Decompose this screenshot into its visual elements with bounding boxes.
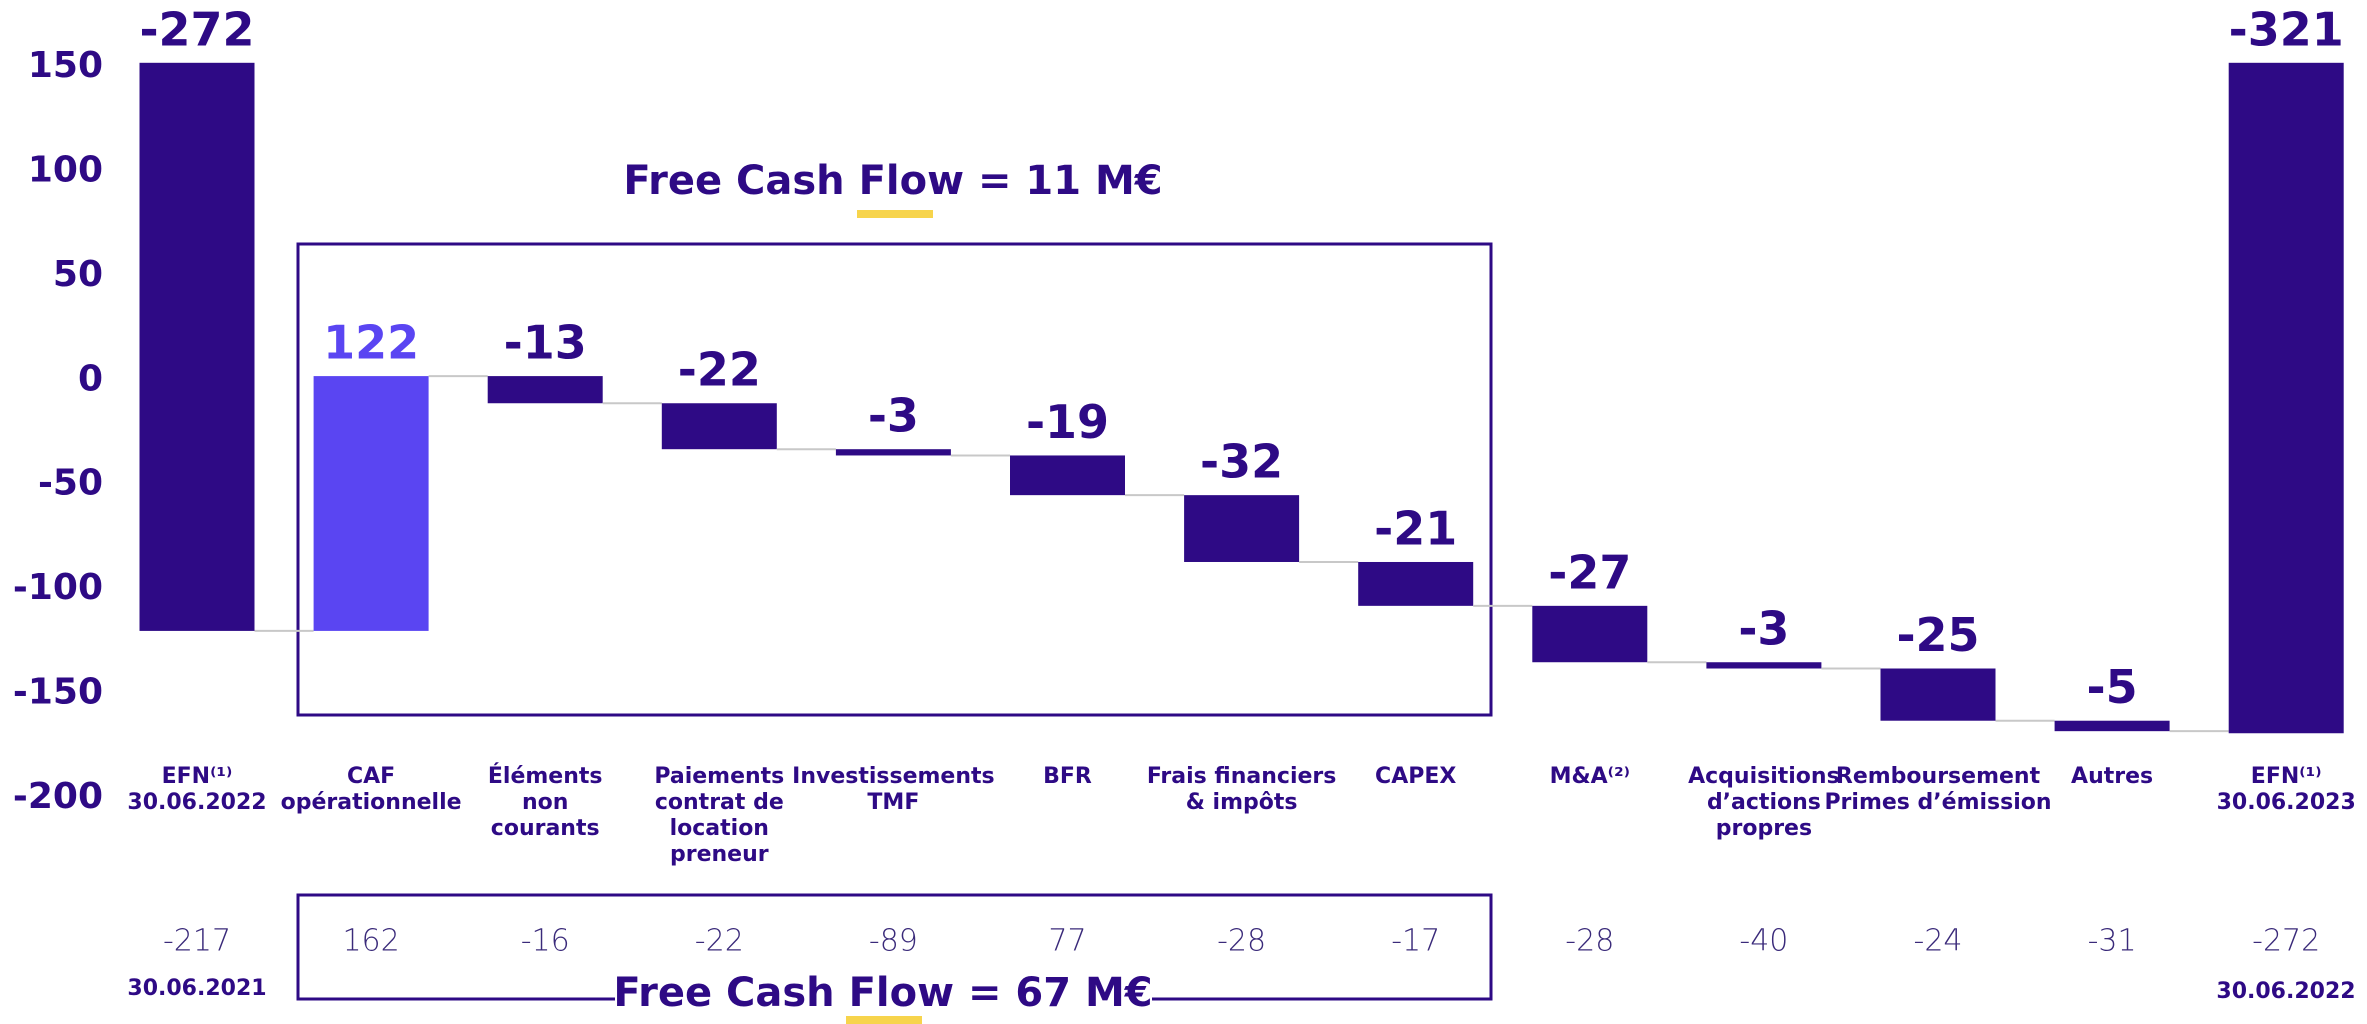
value-label: -5 [2087, 660, 2138, 714]
value-label: -321 [2229, 2, 2344, 56]
value-label: 122 [323, 316, 419, 370]
x-tick-line: opérationnelle [281, 790, 462, 815]
y-tick-label: -200 [13, 776, 103, 817]
x-tick-line: propres [1716, 816, 1812, 841]
x-tick-line: Éléments [488, 763, 603, 789]
x-tick-line: non [522, 790, 568, 815]
value-label: -21 [1374, 501, 1457, 555]
y-tick-label: -50 [38, 463, 103, 504]
x-tick-line: preneur [670, 842, 769, 867]
annotation: Free Cash Flow = 11 M€ [623, 158, 1162, 204]
x-tick-line: CAPEX [1375, 764, 1456, 789]
underline [846, 1016, 922, 1024]
x-tick-line: Primes d’émission [1824, 790, 2051, 815]
x-tick-line: M&A⁽²⁾ [1550, 764, 1630, 789]
x-tick-label: BFR [1043, 764, 1092, 789]
x-tick-label: M&A⁽²⁾ [1550, 764, 1630, 789]
comparison-value: -24 [1914, 924, 1963, 959]
value-label: -3 [1738, 602, 1789, 656]
comparison-value: 162 [342, 924, 399, 959]
value-label: -13 [504, 316, 587, 370]
x-tick-line: courants [491, 816, 600, 841]
bar [1010, 455, 1125, 496]
comparison-value: -16 [521, 924, 570, 959]
value-label: -3 [868, 389, 919, 443]
x-tick-line: 30.06.2023 [2217, 790, 2356, 815]
y-tick-label: 50 [53, 254, 103, 295]
y-tick-label: -150 [13, 672, 103, 713]
x-tick-line: CAF [347, 764, 395, 789]
bar [1880, 668, 1996, 721]
x-tick-label: Éléments non courants [488, 763, 603, 841]
value-label: -25 [1896, 608, 1979, 662]
value-label: -32 [1200, 435, 1283, 489]
comparison-value: -89 [869, 924, 918, 959]
x-tick-line: Acquisitions [1688, 764, 1840, 789]
comparison-value: -28 [1565, 924, 1614, 959]
x-tick-label: Autres [2071, 764, 2153, 789]
y-tick-label: 0 [78, 358, 103, 399]
x-tick-label: Paiements contrat de location preneur [654, 764, 784, 867]
bar [313, 376, 429, 631]
bar [1358, 561, 1474, 606]
bar [835, 449, 951, 456]
annotation: Free Cash Flow = 67 M€ [613, 970, 1152, 1016]
bar [2054, 720, 2170, 732]
fcf-box [296, 242, 1493, 717]
x-tick-label: CAPEX [1375, 764, 1456, 789]
x-tick-line: Autres [2071, 764, 2153, 789]
bar [2228, 62, 2344, 734]
value-label: -19 [1026, 395, 1109, 449]
bar [1532, 605, 1648, 663]
x-tick-label: Remboursement Primes d’émission [1824, 764, 2051, 815]
bar [1184, 495, 1300, 562]
bar [1706, 662, 1822, 669]
comparison-value: 77 [1048, 924, 1086, 959]
y-tick-label: -100 [13, 567, 103, 608]
x-tick-line: BFR [1043, 764, 1092, 789]
x-tick-label: EFN⁽¹⁾ 30.06.2022 [127, 764, 266, 815]
x-tick-line: TMF [867, 790, 919, 815]
comparison-value: -22 [695, 924, 744, 959]
label-bg [615, 975, 1152, 1015]
x-tick-line: EFN⁽¹⁾ [2251, 764, 2322, 789]
x-tick-line: Paiements [654, 764, 784, 789]
comparison-value: -17 [1391, 924, 1440, 959]
y-tick-label: 100 [28, 149, 103, 190]
x-tick-line: Investissements [792, 764, 995, 789]
date-label: 30.06.2022 [2216, 979, 2355, 1004]
x-tick-label: Investissements TMF [792, 764, 995, 815]
bar [487, 376, 603, 404]
x-tick-label: EFN⁽¹⁾ 30.06.2023 [2217, 764, 2356, 815]
comparison-value: -217 [163, 924, 231, 959]
y-tick-label: 150 [28, 45, 103, 86]
date-label: 30.06.2021 [127, 976, 266, 1001]
underline [857, 210, 933, 218]
x-tick-label: Frais financiers & impôts [1147, 764, 1337, 815]
bar [139, 62, 255, 631]
x-tick-line: 30.06.2022 [127, 790, 266, 815]
x-tick-line: location [670, 816, 769, 841]
x-tick-line: EFN⁽¹⁾ [162, 764, 233, 789]
value-label: -272 [139, 2, 254, 56]
comparison-value: -40 [1739, 924, 1788, 959]
x-tick-line: contrat de [655, 790, 784, 815]
x-tick-line: d’actions [1707, 790, 1821, 815]
bar [661, 403, 777, 450]
x-tick-label: Acquisitions d’actions propres [1688, 764, 1840, 841]
value-label: -22 [678, 343, 761, 397]
x-tick-line: & impôts [1186, 790, 1298, 815]
comparison-value: -272 [2252, 924, 2320, 959]
x-tick-line: Remboursement [1836, 764, 2041, 789]
comparison-value: -31 [2088, 924, 2137, 959]
x-tick-label: CAF opérationnelle [281, 764, 462, 815]
x-tick-line: Frais financiers [1147, 764, 1337, 789]
value-label: -27 [1548, 545, 1631, 599]
comparison-value: -28 [1217, 924, 1266, 959]
